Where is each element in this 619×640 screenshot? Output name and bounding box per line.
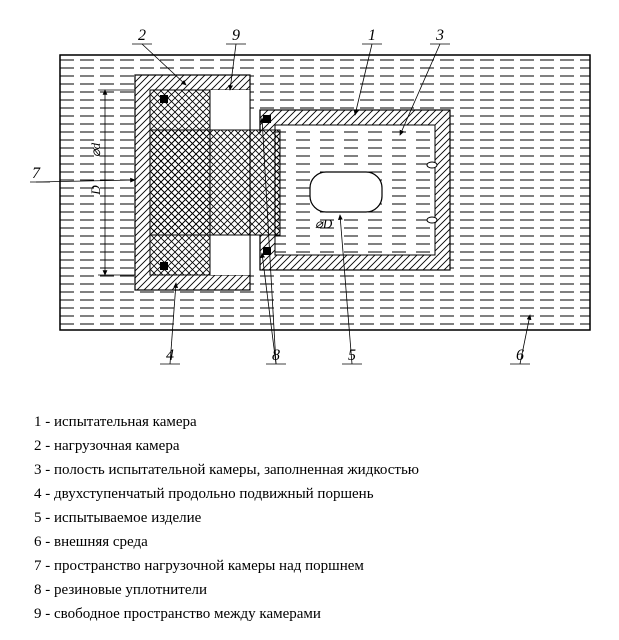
legend-item: 3 - полость испытательной камеры, заполн… [34, 458, 419, 482]
callout-number: 8 [272, 347, 280, 364]
callout-number: 2 [138, 27, 146, 44]
dim-d-label: ⌀d [88, 142, 103, 157]
callout-number: 1 [368, 27, 376, 44]
legend-item: 5 - испытываемое изделие [34, 506, 419, 530]
seal [160, 262, 168, 270]
callout-number: 7 [32, 165, 41, 182]
legend-item: 4 - двухступенчатый продольно подвижный … [34, 482, 419, 506]
free-space-bottom [210, 235, 250, 275]
legend-item: 2 - нагрузочная камера [34, 434, 419, 458]
legend: 1 - испытательная камера2 - нагрузочная … [34, 410, 419, 626]
figure: D ⌀d ⌀D 1 2 3 4 5 6 7 8 9 [0, 0, 619, 380]
dim-D-label: D [88, 185, 103, 196]
callout-number: 3 [435, 27, 444, 44]
schematic-svg: D ⌀d ⌀D 1 2 3 4 5 6 7 8 9 [0, 0, 619, 380]
seal [160, 95, 168, 103]
callout-number: 6 [516, 347, 524, 364]
dim-D2-label: ⌀D [315, 216, 333, 231]
dimension-d: ⌀d [88, 142, 103, 157]
legend-item: 1 - испытательная камера [34, 410, 419, 434]
legend-item: 6 - внешняя среда [34, 530, 419, 554]
dimension-innerD: ⌀D [315, 216, 333, 231]
callout-number: 4 [166, 347, 174, 364]
callout-number: 9 [232, 27, 240, 44]
specimen [310, 172, 382, 212]
legend-item: 7 - пространство нагрузочной камеры над … [34, 554, 419, 578]
seal [263, 115, 271, 123]
legend-item: 8 - резиновые уплотнители [34, 578, 419, 602]
free-space-top [210, 90, 250, 130]
legend-item: 9 - свободное пространство между камерам… [34, 602, 419, 626]
callout-number: 5 [348, 347, 356, 364]
